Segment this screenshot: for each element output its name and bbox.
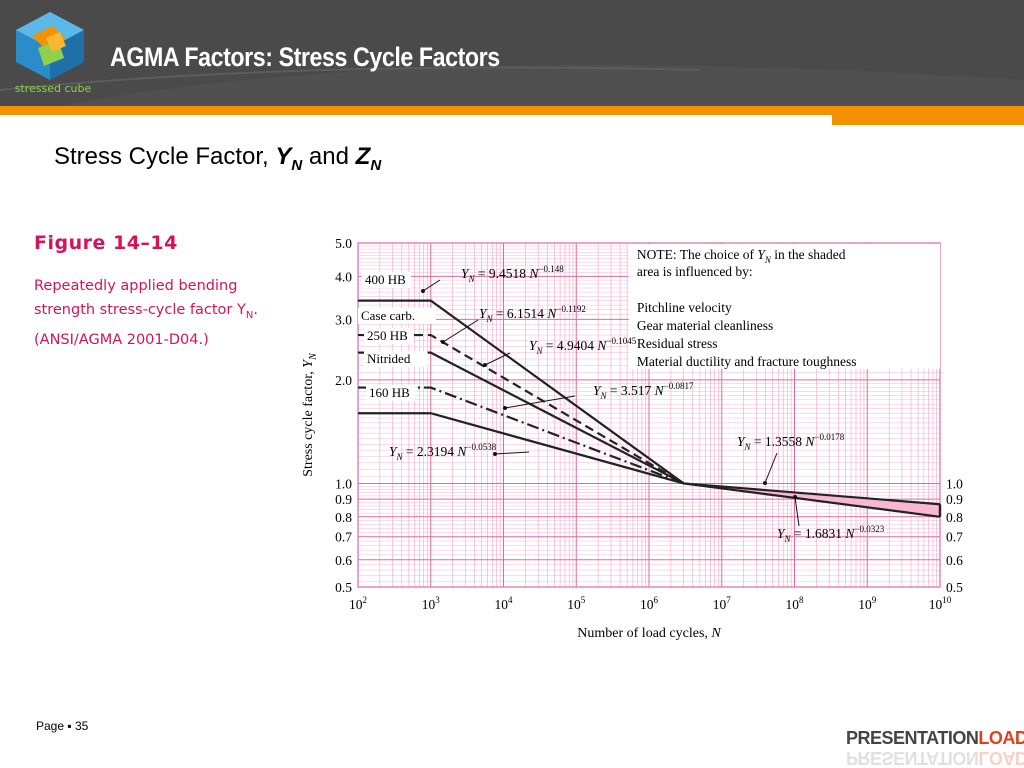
series-label: Nitrided bbox=[367, 351, 411, 366]
brand-logo: PRESENTATIONLOAD bbox=[846, 728, 1024, 748]
subtitle-text: Stress Cycle Factor, bbox=[54, 143, 276, 170]
series-label-bg bbox=[364, 351, 428, 367]
series-label-bg bbox=[364, 328, 414, 344]
y-tick-label-left: 4.0 bbox=[335, 269, 352, 284]
note-item: Pitchline velocity bbox=[637, 300, 732, 315]
y-tick-label-right: 0.7 bbox=[946, 530, 963, 545]
series-line-5 bbox=[683, 482, 941, 506]
y-tick-label-left: 0.5 bbox=[335, 580, 352, 595]
y-tick-label-left: 0.9 bbox=[335, 492, 352, 507]
x-axis-label: Number of load cycles, N bbox=[577, 626, 721, 641]
note-line-1: NOTE: The choice of YN in the shaded bbox=[637, 247, 846, 265]
annotation-arrowhead bbox=[483, 363, 487, 367]
x-tick-label: 104 bbox=[495, 595, 514, 612]
annotation-leader bbox=[794, 496, 800, 527]
y-tick-label-right: 0.9 bbox=[946, 492, 963, 507]
y-tick-label-right: 0.6 bbox=[946, 553, 963, 568]
x-tick-label: 106 bbox=[640, 595, 659, 612]
series-line-0 bbox=[358, 299, 685, 485]
equation-label: YN = 4.9404 N−0.1045 bbox=[529, 336, 637, 356]
series-label: 250 HB bbox=[367, 328, 408, 343]
header-swoosh bbox=[0, 64, 1024, 106]
y-axis-label: Stress cycle factor, YN bbox=[301, 352, 319, 477]
annotation-arrowhead bbox=[493, 452, 497, 456]
figure-label: Figure 14–14 bbox=[34, 232, 178, 254]
series-line-6 bbox=[683, 482, 941, 518]
series-label: 400 HB bbox=[365, 272, 406, 287]
y-tick-label-left: 5.0 bbox=[335, 236, 352, 251]
note-item: Material ductility and fracture toughnes… bbox=[637, 354, 857, 369]
y-tick-label-right: 0.5 bbox=[946, 580, 963, 595]
stressed-cube-logo: stressed cube bbox=[8, 8, 92, 98]
equation-label: YN = 6.1514 N−0.1192 bbox=[479, 304, 586, 324]
equation-label: YN = 1.3558 N−0.0178 bbox=[737, 432, 845, 452]
series-label-bg bbox=[358, 308, 436, 324]
y-tick-label-right: 1.0 bbox=[946, 476, 963, 491]
figure-caption: Repeatedly applied bending strength stre… bbox=[34, 278, 258, 348]
note-line-2: area is influenced by: bbox=[637, 264, 753, 279]
equation-label: YN = 9.4518 N−0.148 bbox=[461, 264, 564, 284]
series-line-4 bbox=[358, 412, 685, 485]
annotation-arrowhead bbox=[793, 495, 797, 499]
x-tick-label: 1010 bbox=[929, 595, 952, 612]
series-label: 160 HB bbox=[369, 385, 410, 400]
y-tick-label-left: 0.8 bbox=[335, 510, 352, 525]
annotation-leader bbox=[764, 452, 778, 484]
series-label: Case carb. bbox=[361, 308, 415, 323]
brand-logo-reflection: PRESENTATIONLOAD bbox=[846, 748, 1024, 768]
annotation-leader bbox=[484, 352, 511, 366]
series-line-1 bbox=[358, 333, 685, 485]
page-number: Page ▪ 35 bbox=[36, 719, 89, 733]
annotation-arrowhead bbox=[763, 481, 767, 485]
annotation-arrowhead bbox=[503, 406, 507, 410]
orange-divider bbox=[0, 106, 1024, 115]
equation-label: YN = 3.517 N−0.0817 bbox=[593, 381, 694, 401]
series-label-bg bbox=[366, 385, 416, 401]
header-bar: stressed cube AGMA Factors: Stress Cycle… bbox=[0, 0, 1024, 106]
note-item: Gear material cleanliness bbox=[637, 318, 773, 333]
slide-subtitle: Stress Cycle Factor, YN and ZN bbox=[54, 143, 381, 174]
x-tick-label: 103 bbox=[422, 595, 441, 612]
x-tick-label: 102 bbox=[349, 595, 367, 612]
symbol-z: ZN bbox=[355, 143, 382, 174]
subtitle-and: and bbox=[302, 143, 356, 170]
x-tick-label: 108 bbox=[786, 595, 805, 612]
plot-border bbox=[357, 242, 941, 588]
y-tick-label-left: 1.0 bbox=[335, 476, 352, 491]
annotation-leader bbox=[494, 451, 530, 455]
note-item: Residual stress bbox=[637, 336, 718, 351]
series-label-bg bbox=[362, 272, 412, 288]
annotation-leader bbox=[422, 279, 441, 292]
annotation-leader bbox=[442, 319, 479, 343]
logo-text: stressed cube bbox=[14, 82, 92, 95]
annotation-arrowhead bbox=[421, 289, 425, 293]
page-title: AGMA Factors: Stress Cycle Factors bbox=[110, 42, 500, 72]
y-tick-label-left: 0.6 bbox=[335, 553, 352, 568]
y-tick-label-left: 3.0 bbox=[335, 312, 352, 327]
symbol-y: YN bbox=[275, 143, 303, 174]
y-tick-label-left: 0.7 bbox=[335, 530, 352, 545]
annotation-leader bbox=[504, 395, 576, 409]
equation-label: YN = 2.3194 N−0.0538 bbox=[389, 442, 497, 462]
annotation-arrowhead bbox=[441, 340, 445, 344]
stress-cycle-chart: 400 HB Case carb. 250 HB Nitrided 160 HB YN =… bbox=[301, 236, 963, 641]
x-tick-label: 107 bbox=[713, 595, 732, 612]
y-tick-label-right: 0.8 bbox=[946, 510, 963, 525]
orange-divider-accent bbox=[832, 115, 1024, 125]
equation-label: YN = 1.6831 N−0.0323 bbox=[777, 524, 885, 544]
y-tick-label-left: 2.0 bbox=[335, 373, 352, 388]
x-tick-label: 109 bbox=[858, 595, 877, 612]
note-background bbox=[628, 244, 940, 369]
x-tick-label: 105 bbox=[567, 595, 586, 612]
